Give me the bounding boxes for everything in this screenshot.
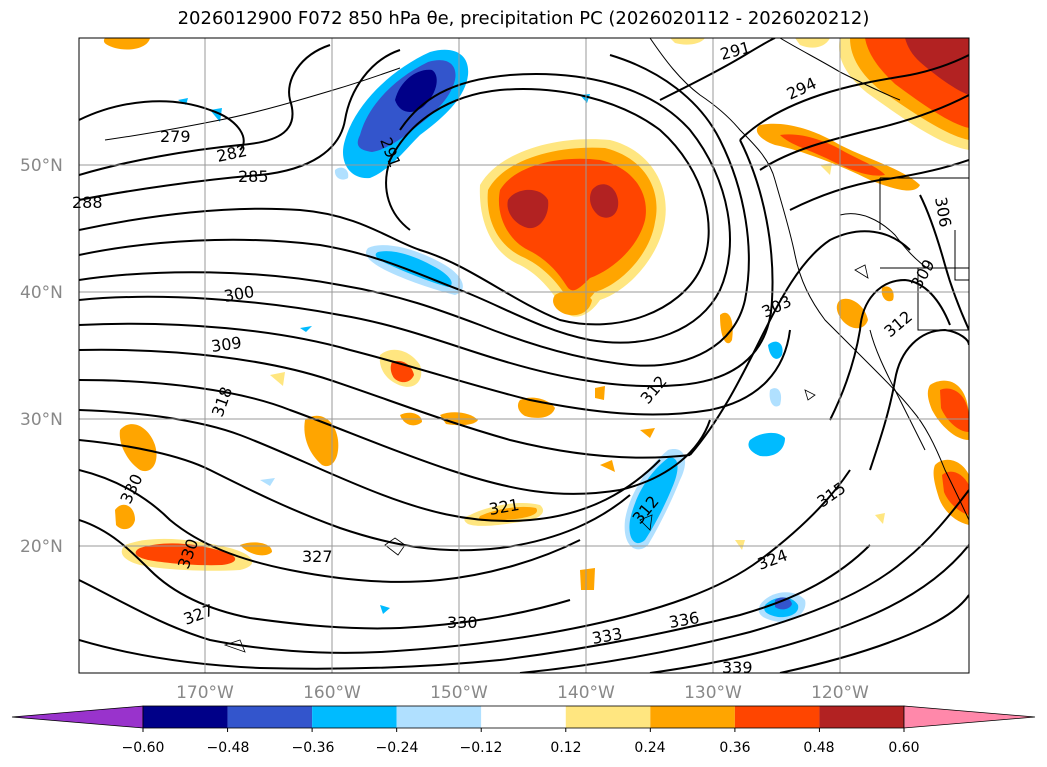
contour-label: 288: [72, 193, 103, 212]
lon-label: 170°W: [176, 683, 234, 703]
lat-label: 40°N: [20, 283, 63, 303]
contour-label: 312: [880, 307, 916, 341]
colorbar-segment: [650, 706, 735, 728]
contour-label: 309: [210, 333, 243, 356]
contour-label: 330: [447, 613, 478, 632]
contour-label: 327: [181, 600, 216, 628]
colorbar: [11, 705, 1036, 732]
contour-label: 327: [302, 547, 333, 566]
contour-label: 294: [784, 73, 820, 103]
lon-label: 160°W: [303, 683, 361, 703]
colorbar-extend-high: [903, 705, 1036, 729]
colorbar-tick-label: 0.36: [719, 740, 750, 756]
lon-label: 140°W: [557, 683, 615, 703]
lon-label: 150°W: [430, 683, 488, 703]
contour-label: 330: [116, 471, 146, 507]
colorbar-tick-label: −0.24: [376, 740, 419, 756]
zero-outlines: [223, 264, 869, 653]
colorbar-tick-label: −0.60: [122, 740, 165, 756]
map-frame: [78, 37, 970, 674]
contour-label: 312: [637, 372, 671, 408]
colorbar-segment: [734, 706, 820, 728]
contour-label: 339: [722, 658, 753, 677]
map-title: 2026012900 F072 850 hPa θe, precipitatio…: [177, 8, 870, 29]
colorbar-segment: [312, 706, 397, 728]
colorbar-tick-label: −0.48: [207, 740, 250, 756]
coastlines: [104, 38, 969, 521]
colorbar-segment: [396, 706, 482, 728]
contour-label: 285: [238, 167, 269, 186]
contour-label: 282: [215, 141, 249, 166]
colorbar-tick-label: 0.12: [550, 740, 581, 756]
colorbar-segment: [565, 706, 651, 728]
contour-label: 315: [813, 478, 849, 511]
latitude-labels: 50°N 40°N 30°N 20°N: [20, 156, 63, 557]
gridlines: [79, 38, 969, 673]
colorbar-tick-label: −0.12: [460, 740, 503, 756]
contour-label: 336: [667, 608, 700, 632]
colorbar-tick-label: 0.48: [803, 740, 834, 756]
contour-label: 303: [759, 291, 795, 321]
contour-label: 309: [907, 256, 939, 292]
contour-label: 291: [718, 38, 752, 64]
lon-label: 130°W: [684, 683, 742, 703]
lat-label: 50°N: [20, 156, 63, 176]
contour-label: 324: [755, 545, 790, 573]
colorbar-tick-label: 0.60: [888, 740, 919, 756]
colorbar-segment: [143, 706, 228, 728]
colorbar-segment: [481, 706, 566, 728]
colorbar-tick-labels: −0.60 −0.48 −0.36 −0.24 −0.12 0.12 0.24 …: [122, 740, 920, 756]
lon-label: 120°W: [811, 683, 869, 703]
contour-label: 306: [931, 195, 955, 228]
positive-anomaly-northeast: [756, 38, 969, 191]
contour-label: 279: [160, 127, 191, 146]
colorbar-segment: [819, 706, 904, 728]
lat-label: 30°N: [20, 410, 63, 430]
lat-label: 20°N: [20, 537, 63, 557]
contour-label: 333: [590, 624, 623, 648]
colorbar-segment: [227, 706, 313, 728]
longitude-labels: 170°W 160°W 150°W 140°W 130°W 120°W: [176, 683, 869, 703]
colorbar-extend-low: [11, 705, 144, 729]
negative-anomaly-north: [342, 49, 469, 179]
colorbar-tick-label: 0.24: [634, 740, 665, 756]
positive-anomaly-center: [479, 139, 666, 317]
colorbar-tick-label: −0.36: [292, 740, 335, 756]
precip-shading: [103, 38, 969, 622]
